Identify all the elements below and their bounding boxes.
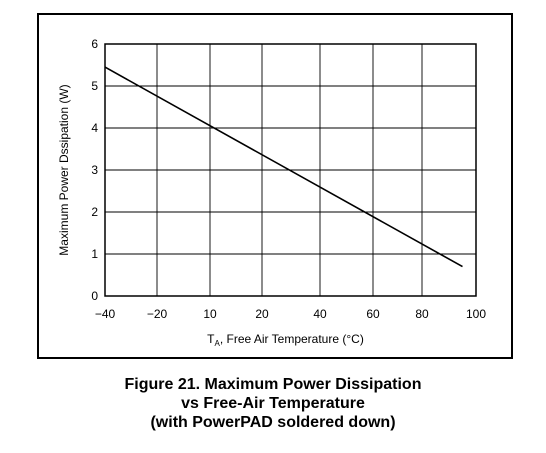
x-tick-label: 10 [203, 307, 217, 321]
y-tick-label: 0 [91, 289, 98, 303]
y-tick-label: 2 [91, 205, 98, 219]
x-tick-label: 100 [466, 307, 486, 321]
x-tick-label: −20 [147, 307, 168, 321]
y-tick-label: 1 [91, 247, 98, 261]
x-tick-labels: −40 −20 10 20 40 60 80 100 [95, 307, 487, 321]
x-axis-label-main: T [207, 332, 215, 346]
x-tick-label: 60 [366, 307, 380, 321]
x-tick-label: 40 [313, 307, 327, 321]
y-tick-label: 5 [91, 79, 98, 93]
figure-caption-subtitle: vs Free-Air Temperature [181, 395, 365, 412]
figure-frame [37, 13, 513, 359]
y-tick-label: 3 [91, 163, 98, 177]
x-tick-label: −40 [95, 307, 116, 321]
y-tick-label: 4 [91, 121, 98, 135]
x-axis-label-rest: , Free Air Temperature (°C) [220, 332, 364, 346]
figure-caption-title: Figure 21. Maximum Power Dissipation [124, 376, 422, 393]
y-tick-label: 6 [91, 37, 98, 51]
y-axis-label: Maximum Power Dssipation (W) [57, 84, 71, 255]
x-tick-label: 20 [255, 307, 269, 321]
x-axis-label-subscript: A [215, 339, 221, 348]
x-tick-label: 80 [415, 307, 429, 321]
plot-area [104, 43, 477, 297]
series-layer [104, 66, 463, 268]
figure-caption-note: (with PowerPAD soldered down) [150, 414, 396, 431]
y-tick-labels: 0 1 2 3 4 5 6 [91, 37, 98, 303]
series-line [104, 66, 463, 268]
x-axis-label: TA, Free Air Temperature (°C) [207, 332, 364, 348]
